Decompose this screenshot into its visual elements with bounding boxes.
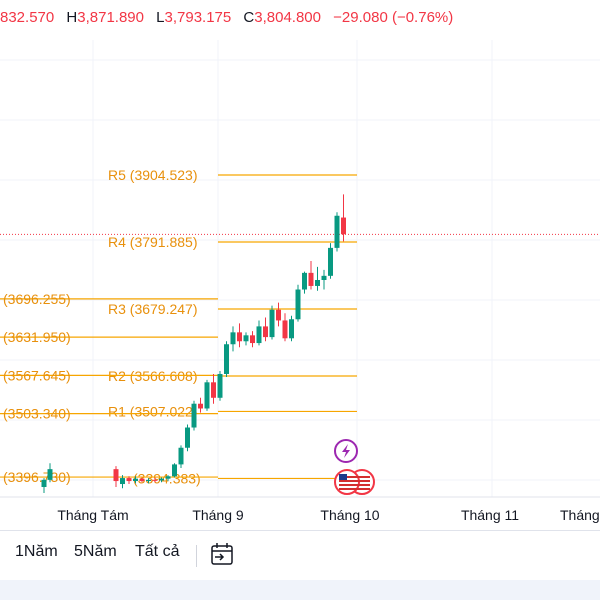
candle [289,315,294,342]
ohlc-close-value: 3,804.800 [254,9,321,26]
candle [204,379,210,411]
previous-pivot-label: (3631.950) [3,329,71,345]
ohlc-low-value: 3,793.175 [164,9,232,26]
candle [334,212,340,252]
candle [152,477,158,483]
previous-pivot-label: (3503.340) [3,406,71,422]
candle [302,271,307,294]
calendar-arrow-icon[interactable] [208,541,236,569]
pivot-label: R1 (3507.022) [108,403,198,419]
candle [178,445,184,468]
range-all-button[interactable]: Tất cả [135,543,180,560]
pivot-label: R3 (3679.247) [108,301,198,317]
candle [250,331,255,348]
candle [191,400,197,431]
range-5y-button[interactable]: 5Năm [74,543,117,560]
candle [282,313,288,342]
candle [237,323,242,348]
candle [328,243,333,279]
x-axis: Tháng Tám Tháng 9 Tháng 10 Tháng 11 Tháng [57,507,599,523]
toolbar-divider [196,545,197,567]
candle [133,476,138,484]
x-tick-label: Tháng Tám [57,507,128,523]
pivot-label: R4 (3791.885) [108,234,198,250]
candle [230,326,236,352]
candle [139,477,145,483]
ohlc-open-value: 832.570 [0,9,55,26]
candle [243,332,249,346]
candle [217,371,223,401]
candle [321,269,327,290]
ohlc-high-key: H [66,9,78,26]
ohlc-bar: 832.570 H3,871.890 L3,793.175 C3,804.800… [0,9,600,29]
pivot-label: R5 (3904.523) [108,167,198,183]
candle [263,317,268,342]
ohlc-low-key: L [156,9,165,26]
ohlc-close-key: C [243,9,255,26]
candle [269,305,275,340]
candle [146,478,151,484]
pivot-levels: R5 (3904.523) R4 (3791.885) R3 (3679.247) R… [0,167,357,486]
candle [315,266,320,291]
candle [341,194,346,242]
range-1y-button[interactable]: 1Năm [15,543,58,560]
x-tick-label: Tháng 10 [320,507,379,523]
lightning-icon[interactable] [334,439,358,463]
us-flag-icon[interactable] [334,469,375,495]
candle [47,463,53,483]
candle [224,341,229,377]
x-tick-label: Tháng 9 [192,507,244,523]
candle [295,284,301,322]
candle [113,466,119,487]
bottom-strip [0,580,600,600]
ohlc-change: −29.080 (−0.76%) [333,9,454,26]
candle [185,424,190,452]
candle [308,260,314,290]
previous-pivot-label: (3696.255) [3,291,71,307]
candle [126,476,132,485]
x-tick-label: Tháng 11 [461,507,519,523]
candle [276,302,281,327]
price-chart[interactable]: R5 (3904.523) R4 (3791.885) R3 (3679.247) R… [0,0,600,530]
previous-pivot-label: (3567.645) [3,367,71,383]
candle [165,475,171,482]
candle [198,397,203,413]
candle [256,320,262,346]
x-tick-label: Tháng [560,507,600,523]
ohlc-high-value: 3,871.890 [77,9,144,26]
candles [41,194,346,493]
candle [120,475,125,489]
candle [211,373,216,404]
candle [172,463,177,478]
candle [159,477,164,483]
bottom-toolbar: 1Năm 5Năm Tất cả [0,530,600,581]
pivot-label: R2 (3566.608) [108,368,198,384]
previous-pivot-label: (3396.730) [3,469,71,485]
candle [41,478,47,493]
grid [0,40,600,498]
